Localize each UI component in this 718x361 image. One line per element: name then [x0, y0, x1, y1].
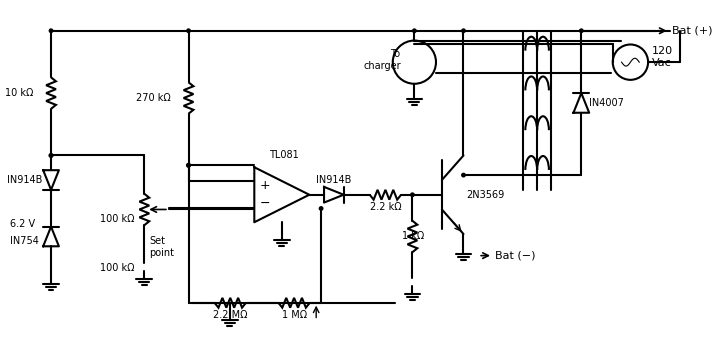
Text: 2.2 MΩ: 2.2 MΩ [213, 309, 248, 319]
Text: Bat (−): Bat (−) [495, 251, 536, 261]
Circle shape [187, 164, 190, 167]
Text: IN914B: IN914B [7, 175, 42, 185]
Circle shape [50, 154, 52, 157]
Text: +: + [259, 179, 270, 192]
Text: 100 kΩ: 100 kΩ [100, 264, 134, 273]
Circle shape [462, 29, 465, 32]
Text: 10 kΩ: 10 kΩ [5, 88, 33, 98]
Circle shape [187, 164, 190, 167]
Text: Set
point: Set point [149, 236, 174, 258]
Circle shape [320, 207, 323, 210]
Circle shape [187, 29, 190, 32]
Circle shape [50, 29, 52, 32]
Text: IN4007: IN4007 [589, 98, 624, 108]
Text: Bat (+): Bat (+) [671, 26, 712, 36]
Text: 2.2 kΩ: 2.2 kΩ [370, 201, 401, 212]
Circle shape [411, 193, 414, 196]
Text: 100 kΩ: 100 kΩ [100, 214, 134, 224]
Text: 270 kΩ: 270 kΩ [136, 93, 171, 103]
Text: 6.2 V: 6.2 V [10, 219, 35, 229]
Text: 1 kΩ: 1 kΩ [402, 231, 424, 242]
Text: IN914B: IN914B [316, 175, 352, 185]
Text: IN754: IN754 [10, 236, 39, 246]
Circle shape [462, 173, 465, 177]
Text: 1 MΩ: 1 MΩ [281, 309, 307, 319]
Text: To
charger: To charger [363, 49, 401, 71]
Text: TL081: TL081 [269, 151, 299, 160]
Circle shape [579, 29, 583, 32]
Text: 2N3569: 2N3569 [467, 190, 505, 200]
Text: 120
Vac: 120 Vac [652, 47, 673, 68]
Text: −: − [259, 197, 270, 210]
Circle shape [413, 29, 416, 32]
Circle shape [50, 154, 52, 157]
